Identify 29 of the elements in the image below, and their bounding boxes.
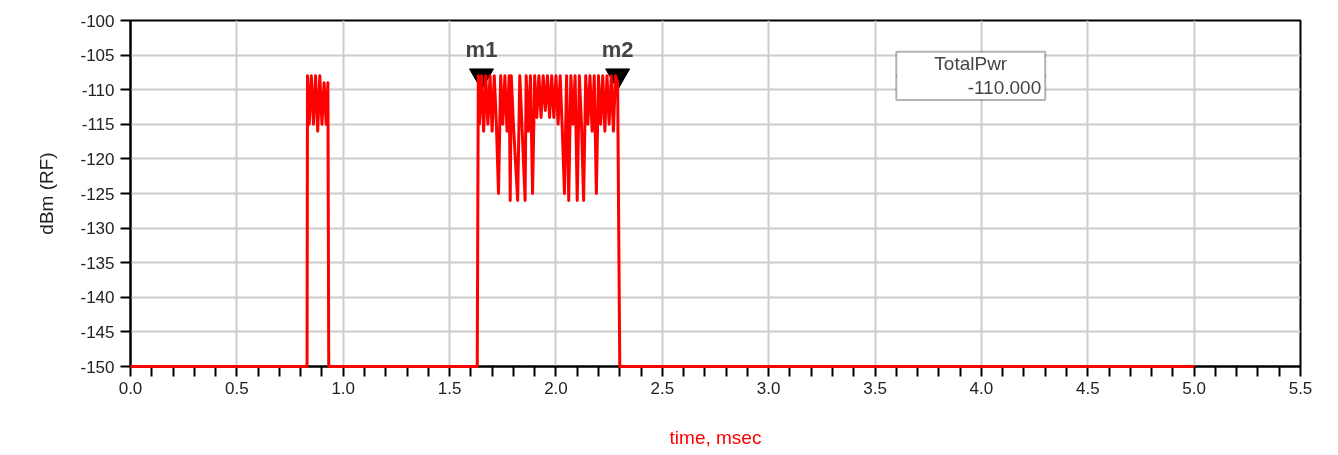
x-tick-label: 5.5 <box>1288 378 1313 398</box>
y-tick-label: -110 <box>81 80 115 100</box>
y-tick-label: -105 <box>80 46 115 66</box>
annotation: m1 <box>465 36 498 62</box>
x-tick-label: 4.5 <box>1075 378 1100 398</box>
y-tick-label: -135 <box>80 253 115 273</box>
x-tick-label: 2.5 <box>650 378 675 398</box>
x-tick-label: 0.0 <box>118 378 143 398</box>
x-tick-label: 1.0 <box>331 378 356 398</box>
x-tick-label: 3.0 <box>756 378 781 398</box>
y-axis-title: dBm (RF) <box>36 152 58 235</box>
y-tick-label: -125 <box>80 184 115 204</box>
y-tick-label: -130 <box>80 219 115 239</box>
x-tick-label: 4.0 <box>969 378 994 398</box>
y-tick-label: -115 <box>81 115 115 135</box>
x-tick-label: 2.0 <box>544 378 568 398</box>
x-tick-label: 3.5 <box>863 378 887 398</box>
x-tick-label: 5.0 <box>1182 378 1206 398</box>
y-tick-label: -150 <box>80 357 115 377</box>
y-tick-label: -145 <box>80 322 115 342</box>
y-tick-label: -140 <box>80 288 115 308</box>
x-axis-title: time, msec <box>669 426 762 448</box>
x-tick-label: 1.5 <box>437 378 462 398</box>
annotation: m2 <box>601 36 634 62</box>
y-tick-label: -120 <box>80 149 115 169</box>
x-tick-label: 0.5 <box>225 378 249 398</box>
y-tick-label: -100 <box>80 11 115 31</box>
annotation: TotalPwr <box>934 53 1008 75</box>
annotation: -110.000 <box>967 77 1042 99</box>
